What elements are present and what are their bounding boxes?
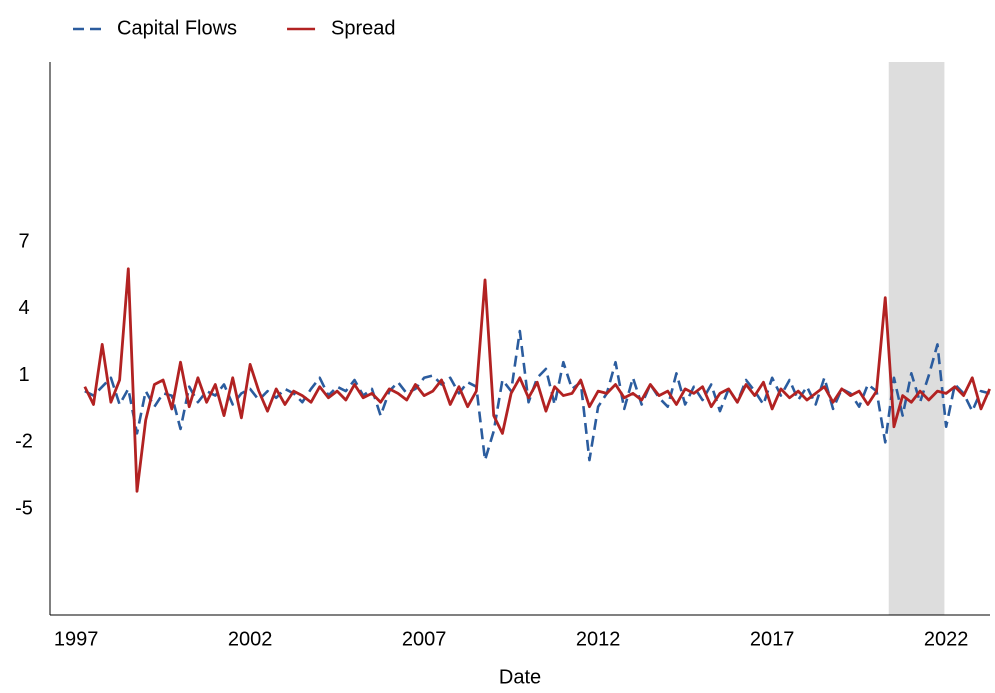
legend-label: Spread [331,17,396,39]
y-tick-label: 7 [18,230,29,252]
series-line [83,267,991,493]
x-tick-label: 2007 [402,628,447,650]
x-tick-label: 1997 [54,628,99,650]
y-tick-label: -2 [15,431,33,453]
legend-label: Capital Flows [117,17,237,39]
x-axis-label: Date [499,666,541,688]
highlight-span [888,62,945,615]
x-tick-label: 2012 [576,628,621,650]
y-tick-label: -5 [15,497,33,519]
x-tick-label: 2022 [924,628,969,650]
x-tick-label: 2017 [750,628,795,650]
y-tick-label: 1 [18,364,29,386]
series-line [84,329,990,462]
x-tick-label: 2002 [228,628,273,650]
y-tick-label: 4 [18,297,29,319]
